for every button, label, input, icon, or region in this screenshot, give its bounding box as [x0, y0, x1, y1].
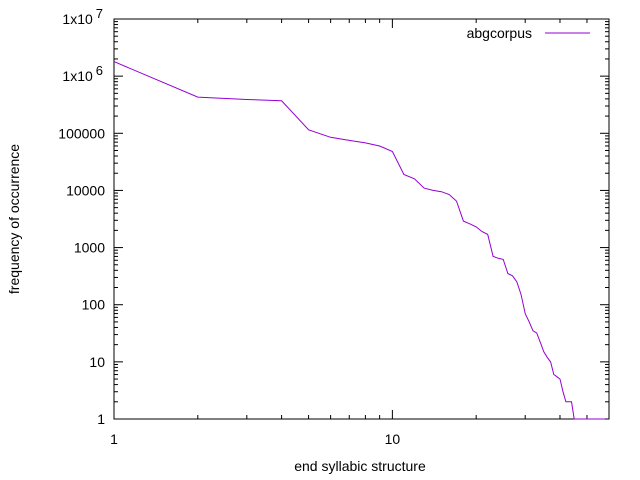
x-axis-label: end syllabic structure [294, 458, 426, 474]
x-tick-label: 1 [110, 431, 118, 447]
plot-border [113, 18, 610, 420]
legend-label: abgcorpus [467, 25, 532, 41]
y-tick-label: 1x10 6 [62, 63, 103, 84]
plot-frame [113, 18, 610, 420]
y-tick-label: 100 [82, 297, 106, 313]
y-tick-label: 1000 [74, 240, 105, 256]
y-axis: 1 10 100 1000 10000 100000 1x10 6 1x10 7 [58, 6, 609, 427]
y-tick-label: 1x10 7 [62, 6, 103, 27]
x-tick-label: 10 [385, 431, 401, 447]
series-layer [113, 61, 605, 420]
x-axis: 1 10 [110, 19, 610, 447]
y-tick-label: 100000 [58, 125, 105, 141]
legend: abgcorpus [467, 25, 590, 41]
y-tick-label: 10000 [66, 182, 105, 198]
series-line-abgcorpus [113, 61, 605, 420]
y-axis-label: frequency of occurrence [6, 144, 22, 294]
y-tick-label: 1 [97, 411, 105, 427]
y-tick-label: 10 [89, 354, 105, 370]
